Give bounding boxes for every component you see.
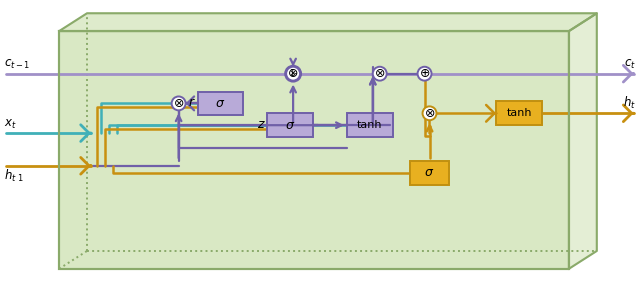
Circle shape (172, 96, 186, 110)
Circle shape (422, 106, 436, 120)
Circle shape (417, 67, 431, 81)
Text: $c_t$: $c_t$ (623, 58, 636, 71)
Text: $h_t$: $h_t$ (623, 95, 636, 111)
Text: $r$: $r$ (188, 96, 195, 109)
Circle shape (285, 66, 301, 82)
Text: $\otimes$: $\otimes$ (374, 67, 385, 80)
Text: $\otimes$: $\otimes$ (424, 107, 435, 120)
FancyBboxPatch shape (496, 101, 542, 125)
Polygon shape (569, 13, 596, 269)
Text: $\sigma$: $\sigma$ (215, 97, 225, 110)
Text: $\sigma$: $\sigma$ (424, 166, 435, 179)
FancyBboxPatch shape (198, 92, 243, 115)
Bar (59, 31, 569, 269)
Text: $h_{t\ 1}$: $h_{t\ 1}$ (4, 168, 24, 184)
Text: $\oplus$: $\oplus$ (419, 67, 430, 80)
FancyBboxPatch shape (347, 113, 393, 137)
Circle shape (372, 67, 387, 81)
Text: tanh: tanh (357, 120, 383, 130)
Polygon shape (59, 13, 596, 31)
Circle shape (286, 67, 300, 81)
Text: $z$: $z$ (257, 118, 266, 131)
FancyBboxPatch shape (268, 113, 313, 137)
Text: $\sigma$: $\sigma$ (285, 119, 295, 132)
Text: $\otimes$: $\otimes$ (287, 67, 299, 80)
FancyBboxPatch shape (410, 161, 449, 185)
Text: $\otimes$: $\otimes$ (173, 97, 184, 110)
Text: tanh: tanh (506, 108, 532, 118)
Text: $x_t$: $x_t$ (4, 118, 17, 131)
Bar (59, 31, 569, 269)
Text: $c_{t-1}$: $c_{t-1}$ (4, 58, 31, 71)
Text: 1-: 1- (289, 69, 297, 78)
